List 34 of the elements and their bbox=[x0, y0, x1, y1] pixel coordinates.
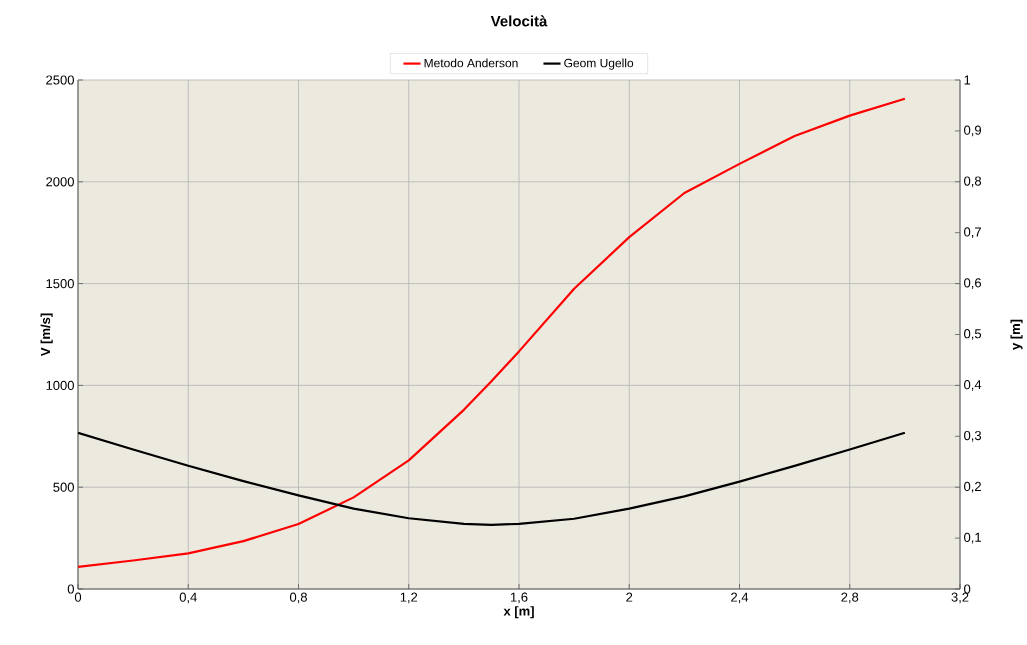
x-tick-label: 0,8 bbox=[289, 592, 307, 604]
y2-tick-label: 0,6 bbox=[964, 278, 982, 289]
x-tick-label: 1,2 bbox=[400, 592, 418, 604]
y-tick-label: 1500 bbox=[46, 278, 74, 289]
y-tick-label: 0 bbox=[67, 584, 74, 594]
x-tick-label: 3,2 bbox=[951, 592, 969, 604]
y-tick-label: 2000 bbox=[46, 177, 74, 187]
y2-tick-label: 0,3 bbox=[964, 430, 982, 442]
y2-tick-label: 0,8 bbox=[964, 176, 982, 188]
x-tick-label: 0,4 bbox=[179, 592, 197, 604]
y2-tick-label: 1 bbox=[964, 75, 971, 85]
legend-label: Metodo Anderson bbox=[424, 58, 518, 68]
y2-tick-label: 0 bbox=[964, 584, 971, 594]
line-series bbox=[78, 97, 906, 568]
y2-tick-label: 0,4 bbox=[964, 380, 982, 391]
line-series bbox=[78, 431, 906, 526]
y-tick-label: 2500 bbox=[46, 75, 74, 85]
y2-tick-label: 0,5 bbox=[964, 329, 982, 340]
y2-tick-label: 0,7 bbox=[964, 227, 981, 239]
y-tick-label: 500 bbox=[53, 482, 74, 492]
y2-axis-title: y [m] bbox=[1010, 319, 1023, 350]
x-tick-label: 0 bbox=[74, 592, 82, 602]
x-tick-label: 2,8 bbox=[841, 592, 859, 604]
x-tick-label: 2 bbox=[626, 592, 633, 602]
x-tick-label: 1,6 bbox=[510, 592, 528, 604]
chart-title: Velocità bbox=[490, 15, 548, 27]
y2-tick-label: 0,2 bbox=[964, 481, 981, 493]
legend-label: Geom Ugello bbox=[564, 58, 634, 70]
y-tick-label: 1000 bbox=[46, 380, 74, 390]
y2-tick-label: 0,1 bbox=[964, 532, 981, 544]
x-tick-label: 2,4 bbox=[731, 592, 749, 604]
x-axis-title: x [m] bbox=[503, 606, 534, 619]
y2-tick-label: 0,9 bbox=[964, 125, 982, 137]
y-axis-title: V [m/s] bbox=[40, 313, 53, 357]
